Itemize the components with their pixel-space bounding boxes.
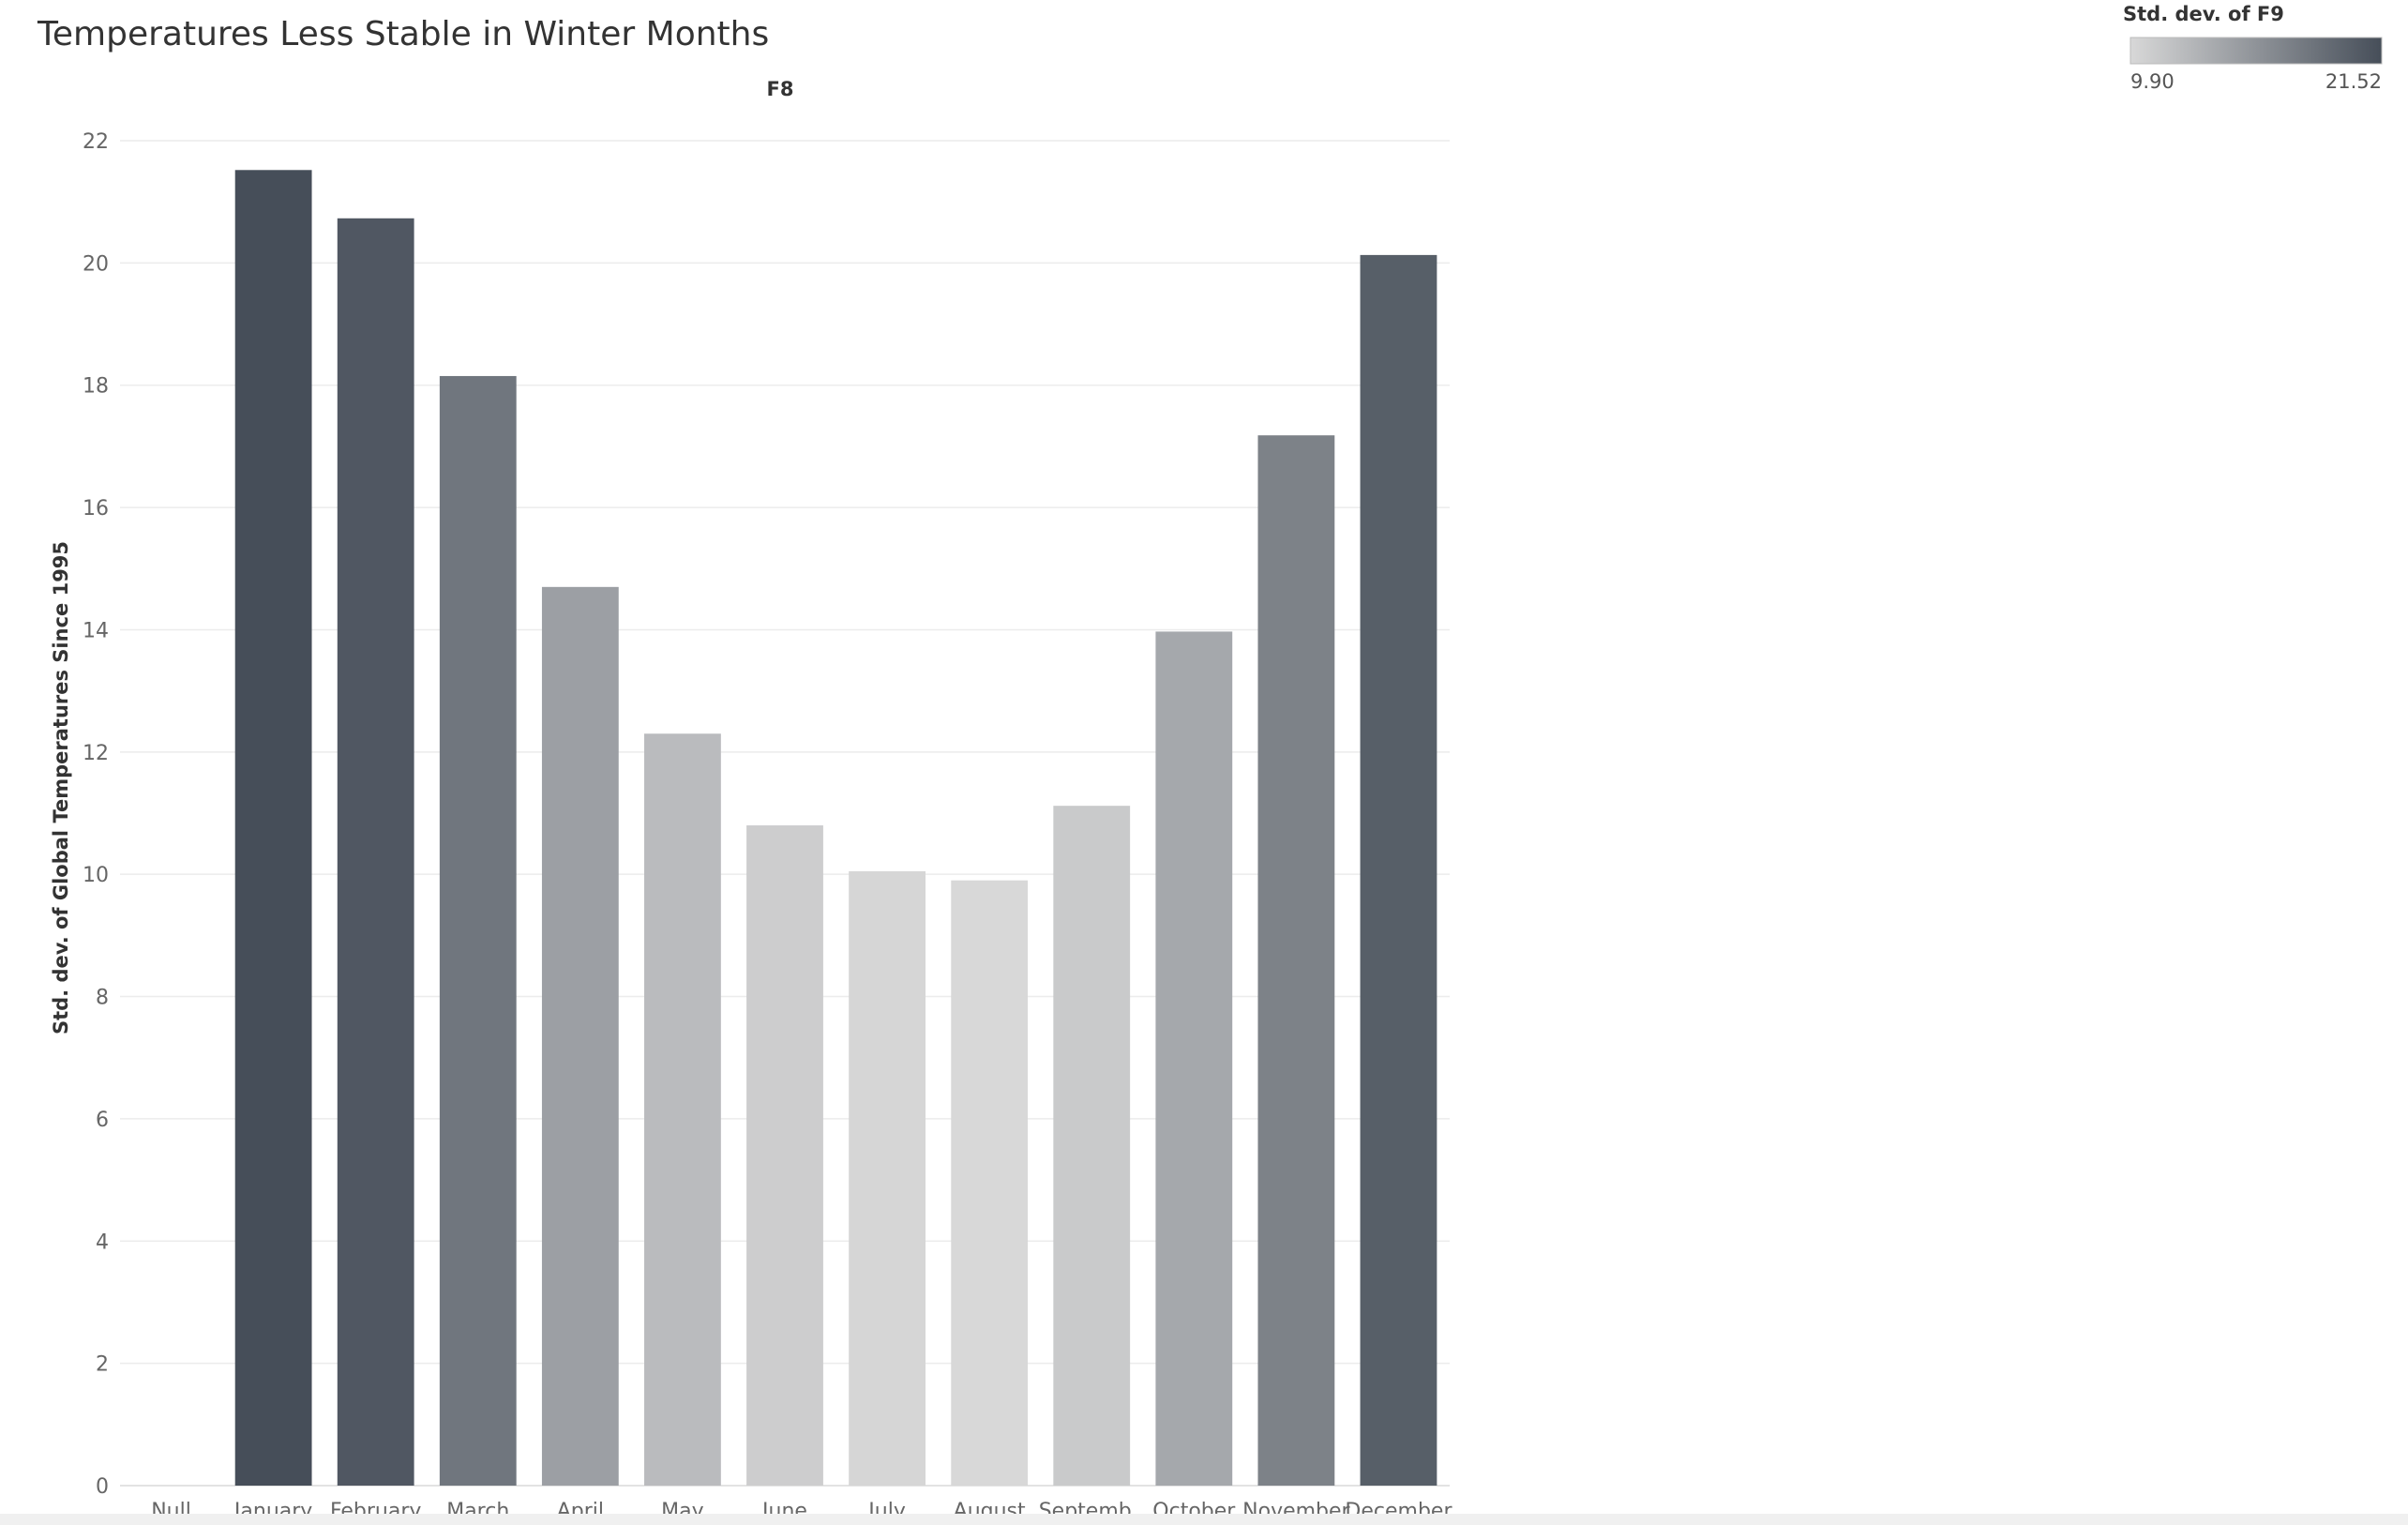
y-tick-label: 8 [96,987,109,1010]
status-bar [0,1514,2408,1525]
y-tick-label: 4 [96,1231,109,1254]
y-tick-label: 20 [83,252,109,276]
y-tick-label: 18 [83,375,109,399]
y-tick-label: 0 [96,1475,109,1499]
y-tick-label: 14 [83,619,109,642]
legend-min-label: 9.90 [2130,70,2175,93]
bar-septemb[interactable] [1053,806,1131,1486]
y-axis-title: Std. dev. of Global Temperatures Since 1… [50,541,72,1034]
bar-march[interactable] [439,375,517,1487]
column-header: F8 [767,78,794,100]
bar-october[interactable] [1155,631,1233,1486]
bar-february[interactable] [337,218,414,1487]
y-tick-label: 2 [96,1353,109,1377]
bar-july[interactable] [849,870,926,1486]
legend-max-label: 21.52 [2325,70,2382,93]
y-tick-label: 16 [83,497,109,521]
y-tick-label: 22 [83,130,109,154]
y-tick-label: 10 [83,864,109,887]
bar-april[interactable] [541,586,619,1486]
bar-august[interactable] [951,880,1029,1486]
color-legend: Std. dev. of F9 9.90 21.52 [2123,3,2383,93]
bar-november[interactable] [1257,435,1335,1486]
chart-title: Temperatures Less Stable in Winter Month… [37,15,769,53]
legend-title: Std. dev. of F9 [2123,3,2284,25]
y-axis-ticks: 0 2 4 6 8 10 12 14 16 18 20 22 [83,130,109,1499]
bar-may[interactable] [644,733,721,1486]
legend-gradient-bar [2130,37,2383,65]
bars [234,170,1437,1487]
y-tick-label: 6 [96,1109,109,1132]
y-tick-label: 12 [83,742,109,765]
bar-january[interactable] [234,170,312,1487]
bar-december[interactable] [1360,254,1437,1486]
bar-june[interactable] [746,825,823,1486]
